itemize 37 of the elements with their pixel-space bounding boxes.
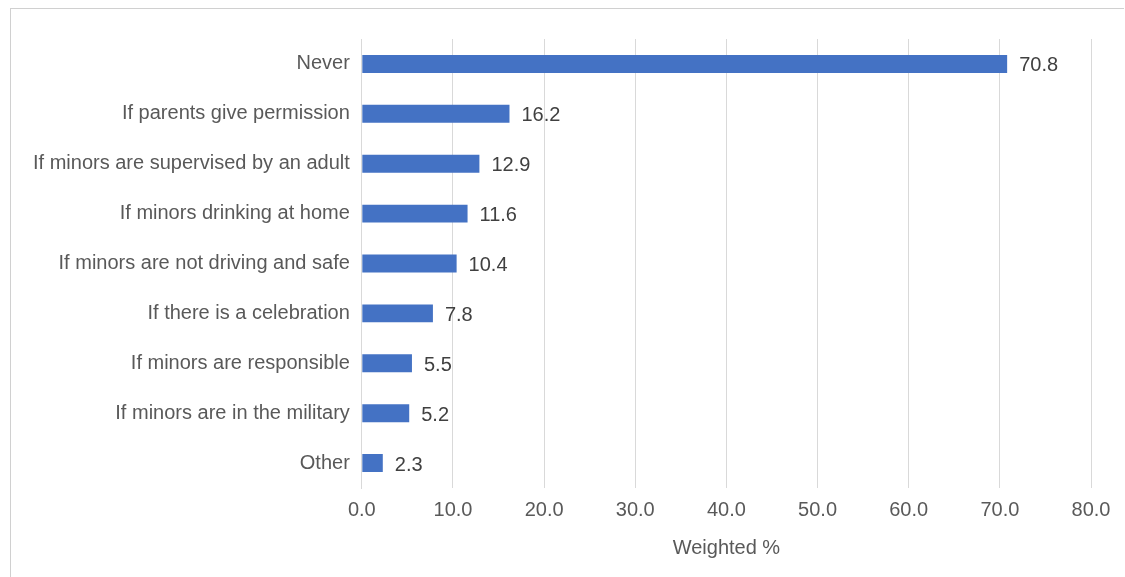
y-tick-label: Never: [296, 51, 351, 74]
bar: [362, 154, 480, 173]
bar: [362, 354, 412, 373]
y-tick-label: If minors are responsible: [130, 350, 350, 373]
x-tick-label: 20.0: [524, 497, 564, 520]
bar: [362, 54, 1008, 73]
bar: [362, 204, 468, 223]
bar: [362, 304, 433, 323]
y-tick-label: If minors drinking at home: [119, 201, 350, 224]
y-tick-label: If minors are supervised by an adult: [33, 151, 351, 174]
x-tick-label: 40.0: [706, 497, 746, 520]
bar: [362, 454, 383, 473]
bar: [362, 254, 457, 273]
data-label: 16.2: [521, 103, 561, 126]
data-label: 5.2: [421, 402, 450, 425]
x-tick-label: 80.0: [1071, 497, 1111, 520]
x-tick-label: 70.0: [980, 497, 1020, 520]
data-label: 70.8: [1019, 53, 1059, 76]
data-label: 11.6: [479, 203, 518, 226]
x-tick-label: 10.0: [433, 497, 473, 520]
y-tick-label: If minors are not driving and safe: [58, 251, 350, 274]
y-tick-label: If minors are in the military: [115, 400, 350, 423]
x-tick-label: 60.0: [889, 497, 929, 520]
x-tick-label: 0.0: [347, 497, 376, 520]
bar: [362, 104, 510, 123]
data-label: 12.9: [491, 153, 531, 176]
bar: [362, 404, 410, 423]
x-tick-label: 50.0: [798, 497, 838, 520]
data-label: 7.8: [444, 302, 473, 325]
data-label: 2.3: [394, 452, 423, 475]
x-axis-title: Weighted %: [672, 535, 781, 558]
data-label: 10.4: [468, 253, 508, 276]
y-tick-label: Other: [299, 450, 351, 473]
x-tick-label: 30.0: [615, 497, 655, 520]
y-tick-label: If there is a celebration: [147, 300, 350, 323]
y-tick-label: If parents give permission: [121, 101, 350, 124]
data-label: 5.5: [423, 352, 452, 375]
